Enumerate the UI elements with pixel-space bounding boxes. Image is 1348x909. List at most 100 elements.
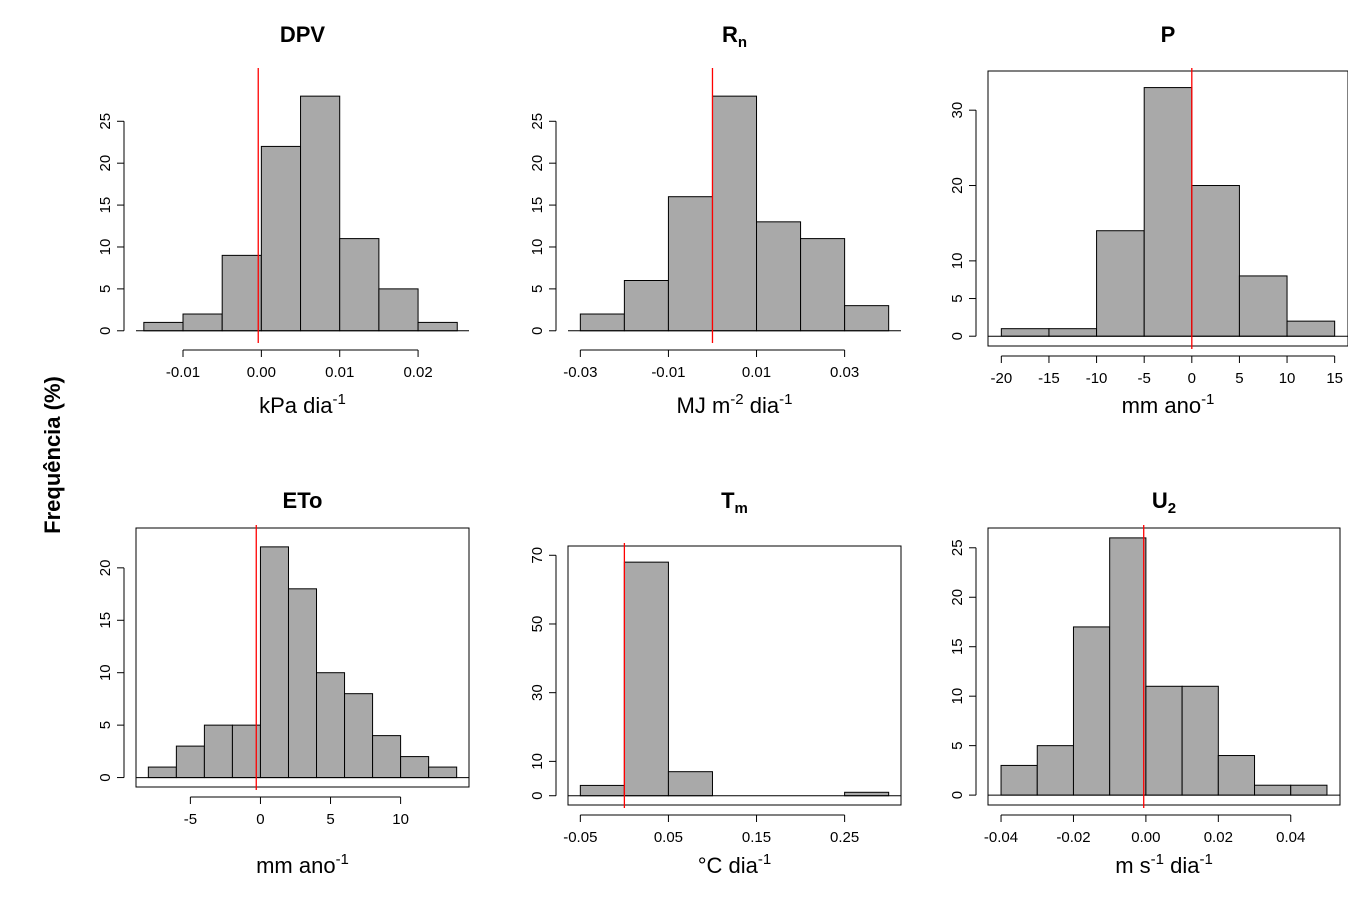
x-axis-label: mm ano-1 [256, 851, 349, 878]
x-tick-label: 0.15 [742, 829, 771, 846]
x-tick-label: 10 [1279, 370, 1296, 387]
panel-5: Tm 0 10 30 50 70 -0.05 0.05 0.15 0.25 °C dia-1 [529, 488, 902, 878]
x-axis-label: mm ano-1 [1122, 391, 1215, 418]
panel-title-main: T [721, 488, 735, 513]
y-tick-label: 20 [97, 155, 114, 172]
y-tick-label: 20 [949, 589, 966, 606]
histogram-bar [579, 313, 625, 332]
panel-title: Tm [721, 488, 748, 517]
y-tick-label: 10 [97, 664, 114, 681]
histogram-bar [417, 321, 458, 332]
y-tick-label: 5 [949, 294, 966, 302]
y-tick-label: 0 [529, 327, 546, 335]
y-tick-label: 0 [97, 327, 114, 335]
y-tick-label: 0 [949, 791, 966, 799]
histogram-bar [175, 745, 205, 779]
y-tick-label: 10 [949, 253, 966, 270]
x-tick-label: -0.01 [651, 364, 685, 381]
x-tick-label: -0.01 [166, 364, 200, 381]
x-tick-label: 10 [392, 811, 409, 828]
histogram-bar [287, 588, 318, 779]
panel-4: ETo 0 5 10 15 20 -5 0 5 10 mm ano-1 [97, 488, 470, 878]
panel-title: P [1161, 22, 1176, 47]
panel-title-main: R [722, 22, 738, 47]
plot-box [987, 527, 1341, 806]
x-tick-label: 0.05 [654, 829, 683, 846]
histogram-bar [1145, 685, 1183, 796]
histogram-bar [1072, 626, 1111, 796]
histogram-bar [800, 238, 846, 332]
x-tick-label: 0.03 [830, 364, 859, 381]
histogram-bar [203, 724, 233, 779]
panel-title-main: ETo [283, 488, 323, 513]
x-tick-label: 0.00 [247, 364, 276, 381]
x-tick-label: -0.05 [563, 829, 597, 846]
histogram-bar [143, 321, 184, 332]
x-axis-label: kPa dia-1 [259, 391, 346, 418]
x-tick-label: -5 [1138, 370, 1151, 387]
x-tick-label: 0.00 [1131, 829, 1160, 846]
histogram-bar [260, 145, 302, 332]
y-tick-label: 15 [97, 197, 114, 214]
y-tick-label: 25 [529, 113, 546, 130]
histogram-bar [667, 771, 713, 797]
histogram-bar [623, 280, 669, 332]
histogram-bar [1191, 185, 1240, 337]
x-tick-label: 5 [326, 811, 334, 828]
x-axis-label: MJ m-2 dia-1 [677, 391, 793, 418]
y-tick-label: 25 [949, 539, 966, 556]
x-tick-label: 0.25 [830, 829, 859, 846]
histogram-bar [844, 791, 890, 797]
y-tick-label: 20 [97, 560, 114, 577]
histogram-bar [1000, 764, 1038, 796]
x-tick-label: -15 [1038, 370, 1060, 387]
panel-3: P 0 5 10 20 30 -20 -15 -10 -5 0 5 10 15 mm ano-1 [949, 22, 1348, 418]
histogram-bar [711, 95, 758, 332]
x-tick-label: 0.01 [325, 364, 354, 381]
y-tick-label: 0 [529, 792, 546, 800]
histogram-bar [667, 196, 713, 332]
histogram-bar [316, 672, 346, 779]
panel-title-main: DPV [280, 22, 326, 47]
histogram-bar [400, 756, 430, 779]
y-tick-label: 10 [529, 753, 546, 770]
y-tick-label: 0 [97, 773, 114, 781]
y-tick-label: 15 [529, 197, 546, 214]
histogram-bar [1181, 685, 1219, 796]
plot-box [567, 545, 902, 806]
global-ylabel: Frequência (%) [40, 376, 65, 534]
histogram-bar [623, 561, 669, 797]
y-tick-label: 30 [529, 684, 546, 701]
x-tick-label: 0.02 [1204, 829, 1233, 846]
x-tick-label: -20 [990, 370, 1012, 387]
histogram-bar [344, 693, 374, 779]
histogram-bar [579, 784, 625, 797]
y-tick-label: 20 [949, 177, 966, 194]
y-tick-label: 5 [949, 741, 966, 749]
x-tick-label: 0 [256, 811, 264, 828]
histogram-bar [378, 288, 419, 332]
histogram-bar [1217, 755, 1256, 796]
histogram-bar [147, 766, 177, 779]
panel-1: DPV 0 5 10 15 20 25 -0.01 0.00 0.01 0.02 kPa dia-1 [97, 22, 469, 418]
histogram-bar [1036, 745, 1074, 796]
panel-2: Rn 0 5 10 15 20 25 -0.03 -0.01 0.01 0.03 MJ m-2 dia… [529, 22, 901, 418]
x-tick-label: 15 [1326, 370, 1343, 387]
plot-box [135, 527, 470, 788]
panel-title: U2 [1152, 488, 1176, 517]
y-tick-label: 30 [949, 102, 966, 119]
histogram-bar [372, 735, 402, 779]
panel-title-main: P [1161, 22, 1176, 47]
plot-box [987, 70, 1348, 347]
y-tick-label: 25 [97, 113, 114, 130]
histogram-bar [300, 95, 341, 332]
x-tick-label: 0.04 [1276, 829, 1305, 846]
histogram-bar [182, 313, 223, 332]
histogram-bar [756, 221, 802, 332]
histogram-bar [844, 305, 890, 332]
histogram-bar [1096, 230, 1145, 337]
panel-title: ETo [283, 488, 323, 513]
histogram-bar [1254, 784, 1292, 796]
y-tick-label: 5 [97, 721, 114, 729]
